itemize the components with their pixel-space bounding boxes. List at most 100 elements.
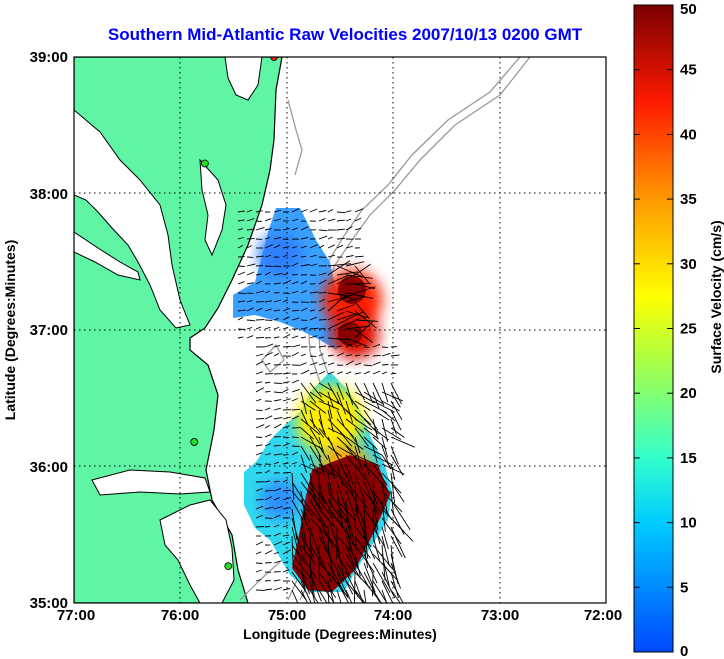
velocity-vector	[291, 398, 298, 402]
velocity-vector	[381, 571, 396, 599]
velocity-vector	[354, 454, 379, 466]
velocity-vector	[309, 499, 329, 531]
velocity-vector	[273, 382, 283, 385]
velocity-vector	[372, 562, 391, 593]
velocity-vector	[363, 481, 379, 516]
velocity-vector	[381, 517, 402, 545]
velocity-vector	[372, 409, 390, 421]
velocity-vector	[255, 353, 264, 357]
velocity-vector	[381, 463, 405, 475]
velocity-vector	[327, 391, 334, 409]
velocity-vector	[345, 472, 354, 497]
velocity-vector	[345, 400, 354, 423]
velocity-vector	[363, 544, 369, 568]
velocity-vector	[300, 209, 308, 213]
velocity-vector	[336, 352, 344, 357]
velocity-vector	[309, 427, 321, 445]
velocity-vector	[255, 436, 263, 438]
velocity-vector	[336, 589, 342, 603]
velocity-vector	[237, 309, 247, 312]
velocity-vector	[381, 535, 390, 566]
velocity-vector	[273, 353, 280, 357]
velocity-vector	[309, 418, 325, 438]
chart-title: Southern Mid-Atlantic Raw Velocities 200…	[108, 25, 583, 44]
velocity-vector	[345, 311, 363, 321]
x-tick-label: 77:00	[57, 607, 95, 624]
velocity-vector	[300, 589, 309, 603]
velocity-vector	[237, 292, 247, 295]
velocity-vector	[381, 409, 396, 422]
velocity-vector	[336, 219, 346, 222]
velocity-vector	[282, 425, 290, 429]
velocity-vector	[282, 381, 290, 384]
velocity-vector	[255, 398, 262, 402]
velocity-vector	[273, 480, 280, 483]
velocity-vector	[291, 562, 308, 580]
velocity-vector	[345, 325, 371, 330]
velocity-vector	[282, 541, 290, 546]
velocity-vector	[264, 415, 273, 420]
velocity-vector	[246, 335, 254, 339]
velocity-vector	[336, 228, 345, 231]
velocity-vector	[273, 209, 282, 213]
velocity-vector	[336, 345, 343, 348]
velocity-vector	[390, 463, 396, 481]
velocity-vector	[354, 391, 376, 404]
velocity-vector	[318, 218, 326, 222]
station-marker	[270, 57, 278, 61]
velocity-vector	[327, 589, 330, 603]
velocity-vector	[282, 273, 289, 276]
velocity-vector	[273, 244, 281, 249]
velocity-vector	[273, 497, 280, 501]
velocity-vector	[354, 553, 361, 577]
velocity-vector	[282, 561, 289, 564]
velocity-vector	[309, 490, 322, 513]
velocity-vector	[336, 211, 346, 214]
albemarle-sound	[91, 469, 211, 496]
velocity-vector	[291, 481, 311, 511]
velocity-vector	[273, 309, 280, 312]
velocity-vector	[363, 562, 376, 593]
colorbar	[633, 4, 674, 653]
velocity-vector	[363, 553, 378, 584]
velocity-vector	[255, 387, 265, 393]
velocity-vector	[390, 372, 397, 375]
station-marker	[190, 438, 199, 446]
velocity-vector	[264, 470, 271, 474]
velocity-vector	[318, 418, 326, 435]
velocity-vector	[390, 445, 399, 465]
velocity-vector	[309, 335, 318, 339]
velocity-vector	[246, 271, 255, 276]
velocity-vector	[363, 354, 370, 357]
velocity-vector	[327, 571, 349, 599]
velocity-vector	[318, 517, 334, 548]
velocity-vector	[327, 294, 347, 312]
velocity-vector	[336, 265, 362, 277]
velocity-vector	[363, 382, 374, 404]
velocity-vector	[264, 588, 273, 591]
velocity-vector	[264, 390, 271, 393]
velocity-vector	[300, 400, 316, 411]
velocity-vector	[255, 589, 266, 592]
velocity-vector	[327, 580, 335, 603]
velocity-vector	[309, 544, 324, 567]
velocity-vector	[345, 553, 362, 580]
velocity-vector	[291, 462, 297, 465]
velocity-vector	[327, 382, 340, 403]
velocity-vector	[300, 472, 319, 501]
velocity-vector	[246, 307, 254, 312]
velocity-vector	[309, 263, 318, 267]
velocity-vector	[363, 409, 379, 431]
velocity-vector	[354, 320, 375, 339]
velocity-vector	[327, 562, 346, 595]
velocity-vector	[354, 263, 371, 276]
velocity-vector	[318, 318, 327, 321]
velocity-vector	[327, 263, 351, 267]
velocity-vector	[381, 481, 389, 517]
velocity-vector	[381, 391, 404, 402]
velocity-vector	[345, 463, 354, 485]
velocity-vector	[381, 499, 386, 532]
velocity-vector	[309, 355, 317, 358]
velocity-vector	[255, 452, 263, 456]
x-axis-label: Longitude (Degrees:Minutes)	[243, 626, 437, 642]
